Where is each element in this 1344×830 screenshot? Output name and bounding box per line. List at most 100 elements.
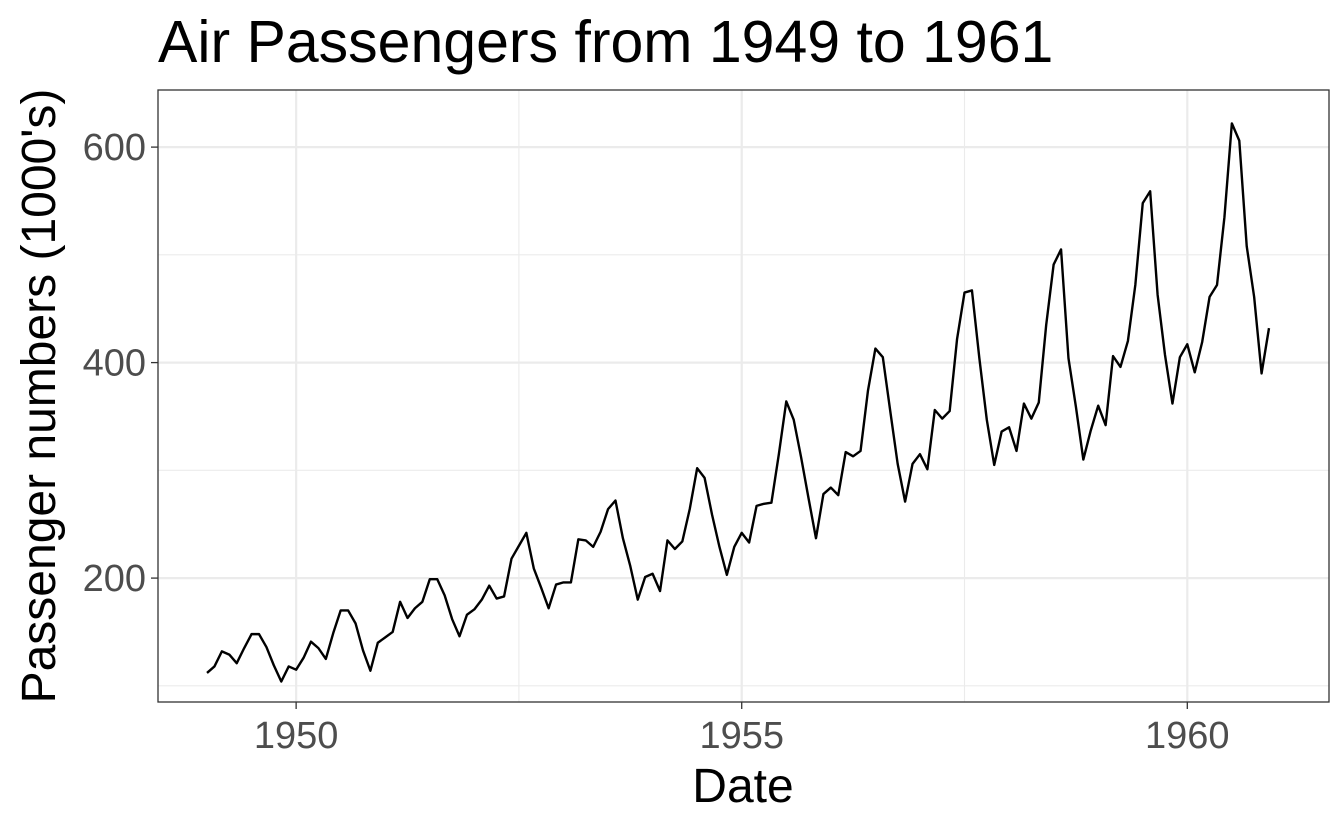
data-point xyxy=(236,662,238,664)
data-point xyxy=(518,545,520,547)
data-point xyxy=(666,539,668,541)
plot-panel-border xyxy=(157,89,1330,703)
data-point xyxy=(599,531,601,533)
y-axis-title: Passenger numbers (1000's) xyxy=(13,89,66,704)
data-point xyxy=(844,451,846,453)
data-point xyxy=(778,453,780,455)
data-point xyxy=(362,649,364,651)
data-point xyxy=(926,468,928,470)
data-point xyxy=(1186,343,1188,345)
data-point xyxy=(1023,402,1025,404)
data-point xyxy=(1067,357,1069,359)
data-point xyxy=(703,477,705,479)
data-point xyxy=(414,607,416,609)
data-point xyxy=(1008,426,1010,428)
data-point xyxy=(934,409,936,411)
data-point xyxy=(473,608,475,610)
data-point xyxy=(859,450,861,452)
data-point xyxy=(1060,248,1062,250)
data-point xyxy=(451,618,453,620)
data-point xyxy=(221,650,223,652)
data-point xyxy=(1112,355,1114,357)
x-tick-label: 1960 xyxy=(1145,715,1230,757)
data-point xyxy=(466,614,468,616)
data-point xyxy=(533,567,535,569)
data-point xyxy=(436,578,438,580)
data-point xyxy=(896,463,898,465)
data-point xyxy=(1216,284,1218,286)
grid xyxy=(158,90,1329,702)
data-point xyxy=(1231,122,1233,124)
data-point xyxy=(325,658,327,660)
data-point xyxy=(1134,284,1136,286)
data-point xyxy=(250,633,252,635)
data-point xyxy=(347,609,349,611)
data-point xyxy=(822,493,824,495)
data-point xyxy=(1104,424,1106,426)
data-point xyxy=(696,467,698,469)
data-point xyxy=(443,594,445,596)
data-point xyxy=(793,419,795,421)
data-point xyxy=(718,546,720,548)
y-tick-label: 400 xyxy=(83,343,146,385)
data-point xyxy=(711,513,713,515)
data-points xyxy=(206,122,1270,683)
data-point xyxy=(948,410,950,412)
data-point xyxy=(963,291,965,293)
data-point xyxy=(755,505,757,507)
data-point xyxy=(741,532,743,534)
data-point xyxy=(852,455,854,457)
data-point xyxy=(547,607,549,609)
data-point xyxy=(1268,327,1270,329)
data-point xyxy=(815,537,817,539)
data-point xyxy=(1045,324,1047,326)
data-point xyxy=(614,499,616,501)
data-point xyxy=(830,486,832,488)
data-point xyxy=(295,668,297,670)
data-point xyxy=(421,601,423,603)
data-point xyxy=(273,664,275,666)
data-point xyxy=(288,665,290,667)
data-point xyxy=(458,635,460,637)
data-point xyxy=(384,636,386,638)
data-point xyxy=(1246,245,1248,247)
data-point xyxy=(1208,296,1210,298)
data-point xyxy=(570,581,572,583)
data-point xyxy=(674,548,676,550)
data-point xyxy=(377,642,379,644)
data-point xyxy=(889,410,891,412)
data-point xyxy=(258,633,260,635)
data-point xyxy=(971,289,973,291)
data-point xyxy=(867,389,869,391)
data-point xyxy=(644,576,646,578)
data-point xyxy=(369,670,371,672)
data-point xyxy=(837,494,839,496)
data-point xyxy=(993,464,995,466)
data-point xyxy=(733,546,735,548)
data-point xyxy=(1038,401,1040,403)
y-tick-label: 600 xyxy=(83,127,146,169)
data-point xyxy=(785,400,787,402)
data-point xyxy=(1223,216,1225,218)
data-point xyxy=(1171,402,1173,404)
data-point xyxy=(1179,356,1181,358)
data-point xyxy=(555,583,557,585)
chart-title: Air Passengers from 1949 to 1961 xyxy=(158,9,1053,75)
data-point xyxy=(503,595,505,597)
data-point xyxy=(339,609,341,611)
data-point xyxy=(681,540,683,542)
data-point xyxy=(280,680,282,682)
data-point xyxy=(637,598,639,600)
data-point xyxy=(525,532,527,534)
data-point xyxy=(1082,458,1084,460)
data-point xyxy=(510,558,512,560)
data-point xyxy=(689,508,691,510)
data-point xyxy=(1238,139,1240,141)
data-point xyxy=(354,622,356,624)
data-point xyxy=(1090,429,1092,431)
data-point xyxy=(332,632,334,634)
data-point xyxy=(807,497,809,499)
data-point xyxy=(763,503,765,505)
data-point xyxy=(1201,341,1203,343)
data-point xyxy=(213,665,215,667)
